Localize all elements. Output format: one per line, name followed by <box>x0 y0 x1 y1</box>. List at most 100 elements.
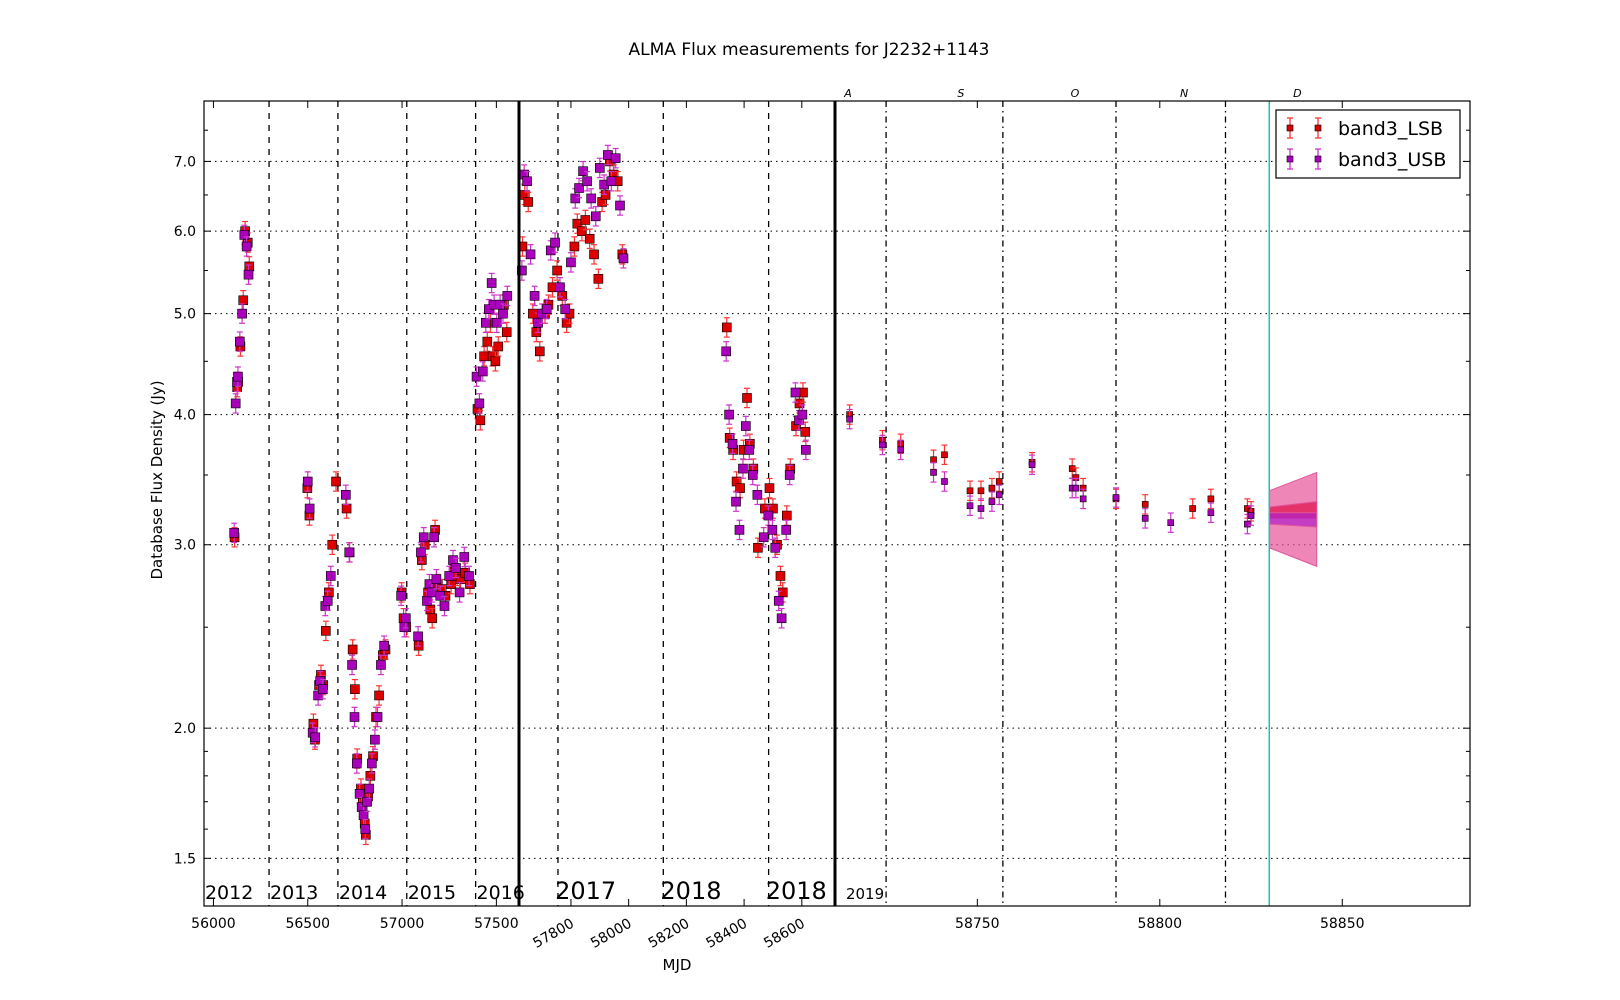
marker <box>413 631 423 642</box>
data-point <box>764 477 775 499</box>
x-tick-label: 58400 <box>704 916 751 952</box>
data-point <box>486 272 497 294</box>
marker <box>1072 484 1080 492</box>
marker <box>776 613 787 624</box>
data-point <box>1247 505 1255 526</box>
x-tick-label: 57800 <box>530 916 577 952</box>
marker <box>362 796 372 807</box>
marker <box>570 193 581 204</box>
data-point <box>534 341 545 362</box>
data-point <box>413 626 423 647</box>
data-point <box>347 654 357 676</box>
y-tick-label: 6.0 <box>174 224 196 240</box>
data-point <box>773 590 784 612</box>
marker <box>773 596 784 606</box>
marker <box>752 490 763 500</box>
data-point <box>344 542 355 563</box>
marker <box>618 253 629 264</box>
month-label: N <box>1180 87 1188 100</box>
month-label: S <box>957 87 964 100</box>
marker <box>552 265 562 276</box>
marker <box>350 684 360 694</box>
data-point <box>560 298 570 320</box>
marker <box>475 415 486 426</box>
data-point <box>776 608 787 629</box>
marker <box>471 371 482 382</box>
data-point <box>427 608 438 629</box>
data-point <box>547 277 558 298</box>
marker <box>742 393 752 403</box>
marker <box>490 356 501 367</box>
marker <box>593 274 604 284</box>
x-tick-label: 58750 <box>955 916 1000 932</box>
marker <box>239 230 250 240</box>
year-label: 2018 <box>660 877 721 905</box>
x-tick-label: 58000 <box>588 916 635 952</box>
data-point <box>318 678 328 700</box>
marker <box>354 788 365 799</box>
marker <box>1141 515 1149 522</box>
marker <box>879 441 886 449</box>
year-label: 2017 <box>555 877 616 905</box>
marker <box>846 415 853 423</box>
marker <box>735 483 745 493</box>
marker <box>541 304 552 314</box>
data-point <box>229 522 239 544</box>
data-point <box>846 408 853 430</box>
marker <box>775 571 786 581</box>
marker <box>555 282 565 293</box>
marker <box>374 690 384 701</box>
marker <box>360 824 371 834</box>
data-point <box>752 484 763 506</box>
marker <box>977 505 985 512</box>
data-point <box>800 421 811 443</box>
marker <box>399 622 410 633</box>
data-point <box>471 366 482 387</box>
data-point <box>490 351 501 372</box>
month-label: O <box>1071 87 1080 100</box>
marker <box>767 525 778 535</box>
data-point <box>897 439 904 461</box>
marker <box>331 476 341 487</box>
marker <box>244 261 255 272</box>
marker <box>372 712 383 722</box>
marker <box>479 351 489 362</box>
data-point <box>501 321 512 343</box>
data-point <box>977 480 985 502</box>
year-label: 2018 <box>766 877 827 905</box>
data-point <box>593 268 604 290</box>
data-point <box>238 290 249 311</box>
data-point <box>341 484 351 506</box>
marker <box>416 547 426 558</box>
data-point <box>574 177 584 199</box>
marker <box>491 317 502 328</box>
data-point <box>767 519 778 541</box>
data-point <box>327 534 338 556</box>
marker <box>758 532 769 543</box>
data-point <box>1028 454 1036 476</box>
marker <box>930 469 937 476</box>
x-tick-label: 56500 <box>285 916 330 932</box>
data-point <box>941 471 948 492</box>
marker <box>595 163 605 173</box>
marker <box>586 193 596 204</box>
marker <box>341 490 351 500</box>
legend-label: band3_LSB <box>1338 118 1443 140</box>
data-point <box>595 157 605 179</box>
marker <box>349 712 360 722</box>
year-label: 2012 <box>205 882 253 904</box>
year-label: 2015 <box>408 882 456 904</box>
data-point <box>429 527 439 548</box>
marker <box>794 398 805 409</box>
data-point <box>379 635 389 656</box>
data-point <box>727 433 738 455</box>
marker <box>727 438 738 449</box>
data-point <box>350 678 360 700</box>
data-point <box>237 303 247 324</box>
data-point <box>351 753 362 774</box>
data-point <box>550 232 560 253</box>
marker <box>327 539 338 550</box>
data-point <box>977 498 985 519</box>
marker <box>229 528 239 538</box>
data-point <box>541 298 552 320</box>
